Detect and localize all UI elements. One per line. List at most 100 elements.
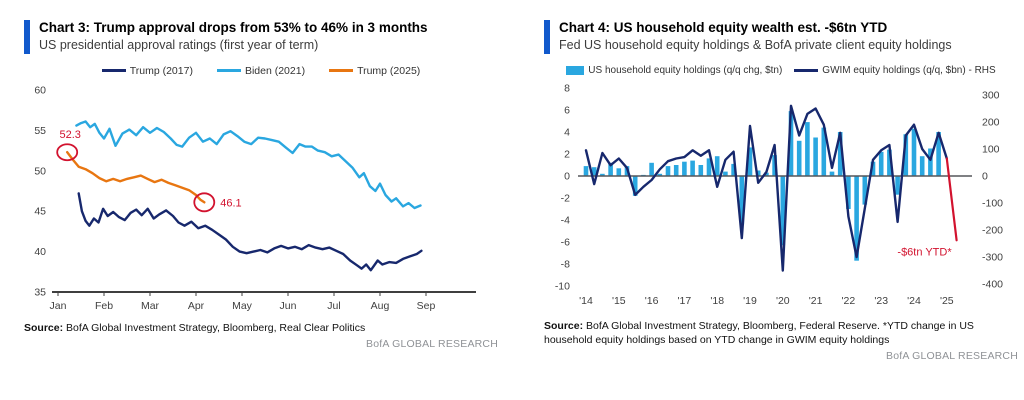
- annotation-value: 46.1: [220, 197, 241, 209]
- annotation-circle-icon: [193, 192, 216, 213]
- line-swatch-icon: [216, 69, 241, 72]
- right-tick-label: 0: [982, 171, 988, 183]
- bar: [583, 166, 589, 176]
- legend-item: US household equity holdings (q/q chg, $…: [566, 65, 782, 76]
- x-tick-label: '25: [940, 295, 954, 307]
- x-tick-label: '16: [645, 295, 659, 307]
- bar: [682, 161, 687, 176]
- x-tick-label: '21: [809, 295, 823, 307]
- series-line-gwim-equity-holdings-q-q-bn-rhs: [584, 104, 948, 272]
- accent-bar: [24, 20, 30, 54]
- source-label: Source:: [544, 320, 584, 332]
- bar: [616, 168, 622, 176]
- left-tick-label: -4: [561, 215, 570, 227]
- x-tick-label: '23: [874, 295, 888, 307]
- x-tick-label: '18: [710, 295, 724, 307]
- bar: [829, 171, 835, 176]
- chart4-source: Source: BofA Global Investment Strategy,…: [544, 319, 1018, 347]
- left-tick-label: 0: [564, 171, 570, 183]
- bar: [665, 166, 671, 176]
- bar: [723, 171, 728, 176]
- bar: [673, 165, 679, 176]
- legend-label: Trump (2025): [357, 64, 421, 77]
- legend-item: GWIM equity holdings (q/q, $bn) - RHS: [794, 65, 996, 76]
- chart3-header: Chart 3: Trump approval drops from 53% t…: [24, 20, 498, 56]
- bar: [657, 173, 663, 176]
- bar: [887, 149, 892, 176]
- x-tick-label: Aug: [371, 300, 390, 312]
- bar: [837, 132, 843, 176]
- legend-item: Biden (2021): [216, 64, 306, 77]
- bar: [739, 176, 745, 225]
- left-tick-label: -10: [555, 281, 570, 293]
- left-tick-label: 2: [564, 149, 570, 161]
- bar: [706, 158, 712, 176]
- bar: [747, 147, 753, 176]
- right-tick-label: 300: [982, 90, 1000, 102]
- source-text: BofA Global Investment Strategy, Bloombe…: [63, 322, 366, 334]
- x-tick-label: '20: [776, 295, 790, 307]
- bar: [846, 176, 851, 209]
- y-axis-ticks: 60 55 50 45 40 35: [34, 85, 46, 299]
- chart4-legend: US household equity holdings (q/q chg, $…: [544, 63, 1018, 78]
- annotation-52-3: 52.3: [56, 129, 81, 162]
- left-tick-label: 8: [564, 83, 570, 95]
- bar: [919, 156, 925, 176]
- x-tick-label: Mar: [141, 300, 160, 312]
- bar: [928, 148, 933, 176]
- x-axis-ticks: '14 '15 '16 '17 '18 '19 '20 '21 '22 '23 '24 '25: [579, 295, 954, 307]
- bar: [632, 176, 638, 196]
- bar-swatch-icon: [566, 66, 585, 75]
- legend-label: US household equity holdings (q/q chg, $…: [588, 65, 783, 76]
- chart-title: Chart 4: US household equity wealth est.…: [559, 20, 888, 35]
- bar: [764, 172, 769, 176]
- bar: [649, 162, 654, 176]
- bar: [854, 176, 859, 261]
- right-axis-ticks: 300 200 100 0 -100 -200 -300 -400: [982, 90, 1003, 291]
- x-tick-label: '17: [678, 295, 692, 307]
- bar: [780, 176, 786, 246]
- y-tick-label: 50: [34, 165, 46, 177]
- source-text: BofA Global Investment Strategy, Bloombe…: [544, 320, 974, 347]
- x-tick-label: Jan: [50, 300, 67, 312]
- bar: [600, 173, 605, 176]
- x-tick-label: Feb: [95, 300, 113, 312]
- y-tick-label: 35: [34, 287, 46, 299]
- bar: [714, 156, 720, 176]
- series-line-biden-2021: [75, 120, 422, 210]
- legend-item: Trump (2017): [101, 65, 193, 77]
- left-tick-label: -8: [561, 259, 570, 271]
- approval-line-chart: 60 55 50 45 40 35 Jan Feb Mar Apr May Jun Jul Aug Sep 5…: [34, 85, 476, 312]
- legend-item: Trump (2025): [329, 65, 420, 77]
- x-tick-label: Jun: [280, 300, 297, 312]
- x-tick-label: May: [232, 300, 253, 312]
- chart4-header: Chart 4: US household equity wealth est.…: [544, 20, 1018, 56]
- research-watermark: BofA GLOBAL RESEARCH: [886, 350, 1018, 363]
- legend-label: Biden (2021): [244, 64, 306, 77]
- x-tick-label: Apr: [188, 300, 205, 312]
- right-tick-label: -300: [982, 252, 1003, 264]
- x-tick-label: Sep: [417, 300, 436, 312]
- chart-title: Chart 3: Trump approval drops from 53% t…: [39, 20, 428, 35]
- annotation-value: 52.3: [59, 129, 80, 141]
- bar: [895, 176, 900, 195]
- bar: [591, 167, 597, 176]
- bar: [772, 155, 777, 176]
- left-tick-label: 6: [564, 105, 570, 117]
- bar: [813, 137, 818, 176]
- source-label: Source:: [24, 322, 64, 334]
- y-tick-label: 40: [34, 246, 46, 258]
- ytd-projection-label: -$6tn YTD*: [897, 246, 952, 258]
- equity-bar-line-chart: 8 6 4 2 0 -2 -4 -6 -8 -10 300 200 100 0 -100 -200 -300 -4…: [555, 83, 1003, 308]
- bar: [796, 140, 802, 176]
- y-tick-label: 45: [34, 206, 46, 218]
- right-tick-label: 200: [982, 117, 1000, 129]
- chart-subtitle: US presidential approval ratings (first …: [39, 37, 319, 52]
- y-tick-label: 60: [34, 85, 46, 97]
- chart4-panel: Chart 4: US household equity wealth est.…: [544, 20, 1018, 362]
- bar: [821, 127, 827, 176]
- legend-label: GWIM equity holdings (q/q, $bn) - RHS: [822, 65, 996, 76]
- left-axis-ticks: 8 6 4 2 0 -2 -4 -6 -8 -10: [555, 83, 570, 293]
- bar: [690, 160, 695, 176]
- ytd-projection-line: [945, 157, 958, 242]
